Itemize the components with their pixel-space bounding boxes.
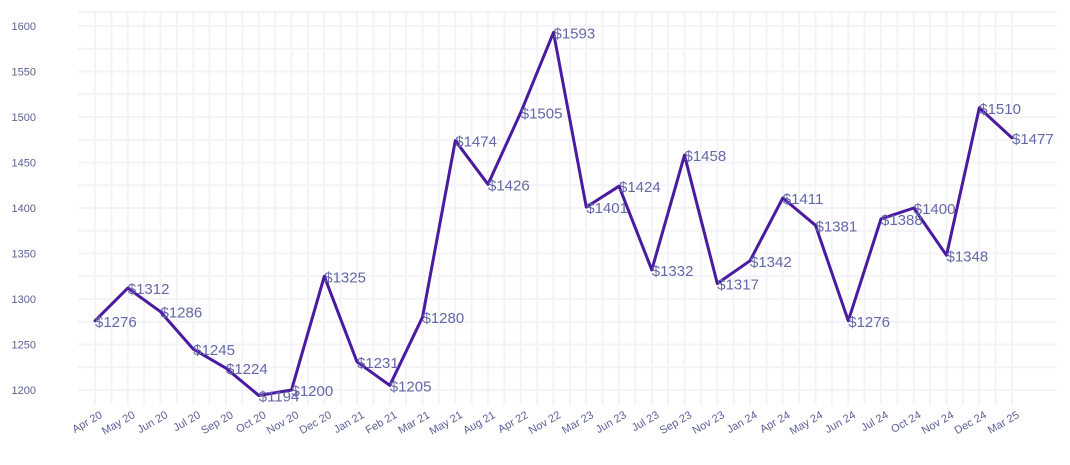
x-tick-label: Mar 25: [986, 409, 1022, 437]
x-tick-label: Aug 21: [461, 409, 497, 437]
data-label: $1401: [586, 200, 628, 217]
x-tick-label: Jan 24: [725, 409, 760, 436]
x-tick-label: May 24: [788, 409, 825, 437]
x-tick-label: Sep 23: [658, 409, 694, 437]
x-tick-label: Apr 22: [496, 409, 530, 436]
x-tick-label: Dec 24: [953, 409, 989, 437]
data-label: $1317: [717, 277, 759, 294]
x-tick-label: Apr 24: [758, 409, 792, 436]
data-label: $1424: [619, 179, 661, 196]
series-line: [93, 30, 1014, 397]
x-tick-label: May 20: [100, 409, 137, 437]
data-label: $1342: [750, 254, 792, 271]
y-axis: 1200 1250 1300 1350 1400 1450 1500 1550 1600: [12, 21, 36, 397]
x-tick-label: Jan 21: [332, 409, 367, 436]
y-tick-label: 1400: [12, 203, 36, 215]
data-label: $1411: [783, 191, 824, 208]
data-label: $1200: [292, 383, 334, 400]
x-tick-label: Jun 20: [135, 409, 170, 436]
data-label: $1388: [881, 212, 923, 229]
data-label: $1332: [652, 263, 694, 280]
x-tick-label: Nov 20: [265, 409, 301, 437]
data-label: $1245: [193, 342, 235, 359]
data-label: $1458: [685, 148, 727, 165]
x-tick-label: Sep 20: [199, 409, 235, 437]
data-label: $1194: [259, 388, 300, 405]
x-tick-label: Jun 24: [823, 409, 858, 436]
y-tick-label: 1200: [12, 385, 36, 397]
x-tick-label: Apr 20: [70, 409, 104, 436]
x-tick-label: Jul 20: [171, 409, 202, 434]
x-tick-label: Oct 24: [889, 409, 923, 436]
y-tick-label: 1450: [12, 158, 36, 170]
x-tick-label: Mar 21: [396, 409, 432, 437]
x-tick-label: Oct 20: [234, 409, 268, 436]
x-tick-label: Feb 21: [364, 409, 400, 437]
data-label: $1325: [324, 269, 366, 286]
data-label: $1474: [455, 134, 497, 151]
x-tick-label: Nov 23: [691, 409, 727, 437]
y-tick-label: 1250: [12, 340, 36, 352]
x-tick-label: May 21: [428, 409, 465, 437]
data-label: $1400: [914, 201, 956, 218]
data-label: $1286: [161, 305, 203, 322]
data-label: $1426: [488, 177, 530, 194]
x-tick-label: Dec 20: [298, 409, 334, 437]
data-label: $1477: [1012, 131, 1054, 148]
data-label: $1276: [848, 314, 890, 331]
data-label: $1505: [521, 105, 563, 122]
data-label: $1312: [128, 281, 170, 298]
data-label: $1231: [357, 355, 399, 372]
x-tick-label: Jun 23: [594, 409, 629, 436]
y-tick-label: 1550: [12, 67, 36, 79]
data-label: $1593: [554, 25, 596, 42]
y-tick-label: 1600: [12, 21, 36, 33]
data-label: $1276: [95, 314, 137, 331]
y-tick-label: 1350: [12, 249, 36, 261]
x-tick-label: Jul 24: [859, 409, 890, 434]
data-label: $1224: [226, 361, 268, 378]
y-tick-label: 1300: [12, 294, 36, 306]
chart-grid: [78, 11, 1057, 405]
data-label: $1381: [816, 218, 858, 235]
data-label: $1205: [390, 378, 432, 395]
x-tick-label: Nov 22: [527, 409, 563, 437]
x-tick-label: Mar 23: [560, 409, 596, 437]
data-label: $1510: [979, 101, 1021, 118]
x-tick-label: Jul 23: [630, 409, 661, 434]
data-label: $1348: [947, 248, 989, 265]
data-label: $1280: [423, 310, 465, 327]
data-labels: $1276 $1312 $1286 $1245 $1224 $1194$1200 $1325…: [95, 25, 1054, 405]
y-tick-label: 1500: [12, 112, 36, 124]
x-tick-label: Nov 24: [920, 409, 956, 437]
